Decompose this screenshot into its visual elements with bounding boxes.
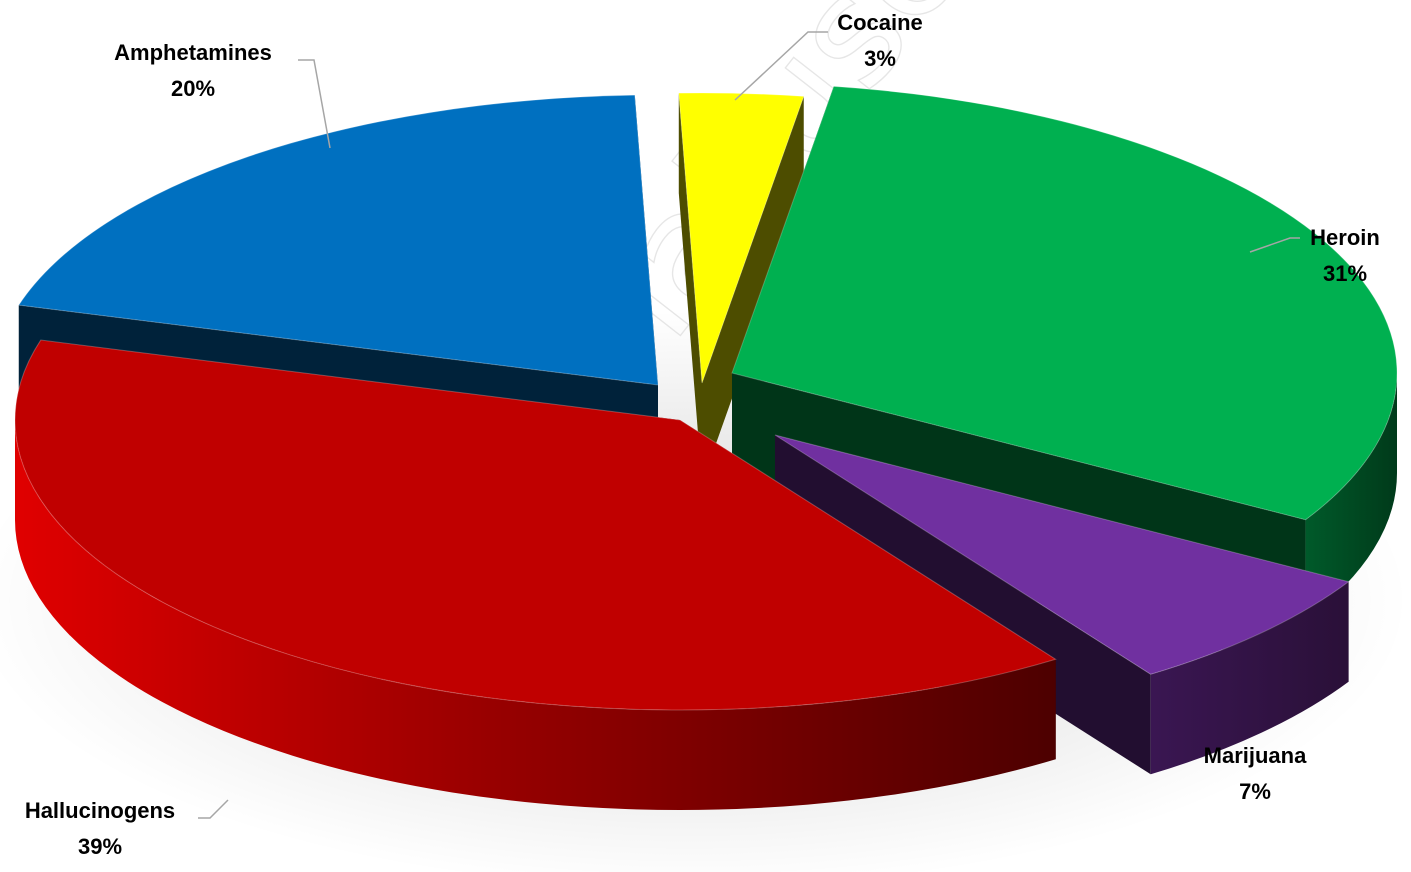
hallucinogens-leader-line xyxy=(198,799,229,819)
marijuana-label: Marijuana xyxy=(1204,743,1307,768)
cocaine-inner-wall-1 xyxy=(678,93,702,483)
heroin-slice xyxy=(731,85,1398,521)
hallucinogens-slice xyxy=(14,339,1057,711)
leader-lines xyxy=(198,31,1300,819)
amphetamines-value-label: 20% xyxy=(171,76,215,101)
slice-tops xyxy=(14,85,1398,711)
amphetamines-slice xyxy=(17,94,659,386)
hallucinogens-outer-wall xyxy=(15,420,1056,810)
heroin-leader-line xyxy=(1249,237,1300,253)
cocaine-inner-wall-2 xyxy=(702,96,804,484)
amphetamines-leader-line xyxy=(298,59,331,149)
amphetamines-label: Amphetamines xyxy=(114,40,272,65)
heroin-label: Heroin xyxy=(1310,225,1380,250)
hallucinogens-value-label: 39% xyxy=(78,834,122,859)
hallucinogens-label: Hallucinogens xyxy=(25,798,175,823)
cocaine-value-label: 3% xyxy=(864,46,896,71)
data-labels: Cocaine 3% Heroin 31% Marijuana 7% Hallucinoge… xyxy=(25,10,1380,859)
marijuana-value-label: 7% xyxy=(1239,779,1271,804)
heroin-outer-wall xyxy=(1305,373,1397,620)
cocaine-leader-line xyxy=(734,31,828,101)
marijuana-outer-wall xyxy=(1150,581,1349,775)
marijuana-slice xyxy=(774,434,1350,675)
cocaine-label: Cocaine xyxy=(837,10,923,35)
heroin-value-label: 31% xyxy=(1323,261,1367,286)
